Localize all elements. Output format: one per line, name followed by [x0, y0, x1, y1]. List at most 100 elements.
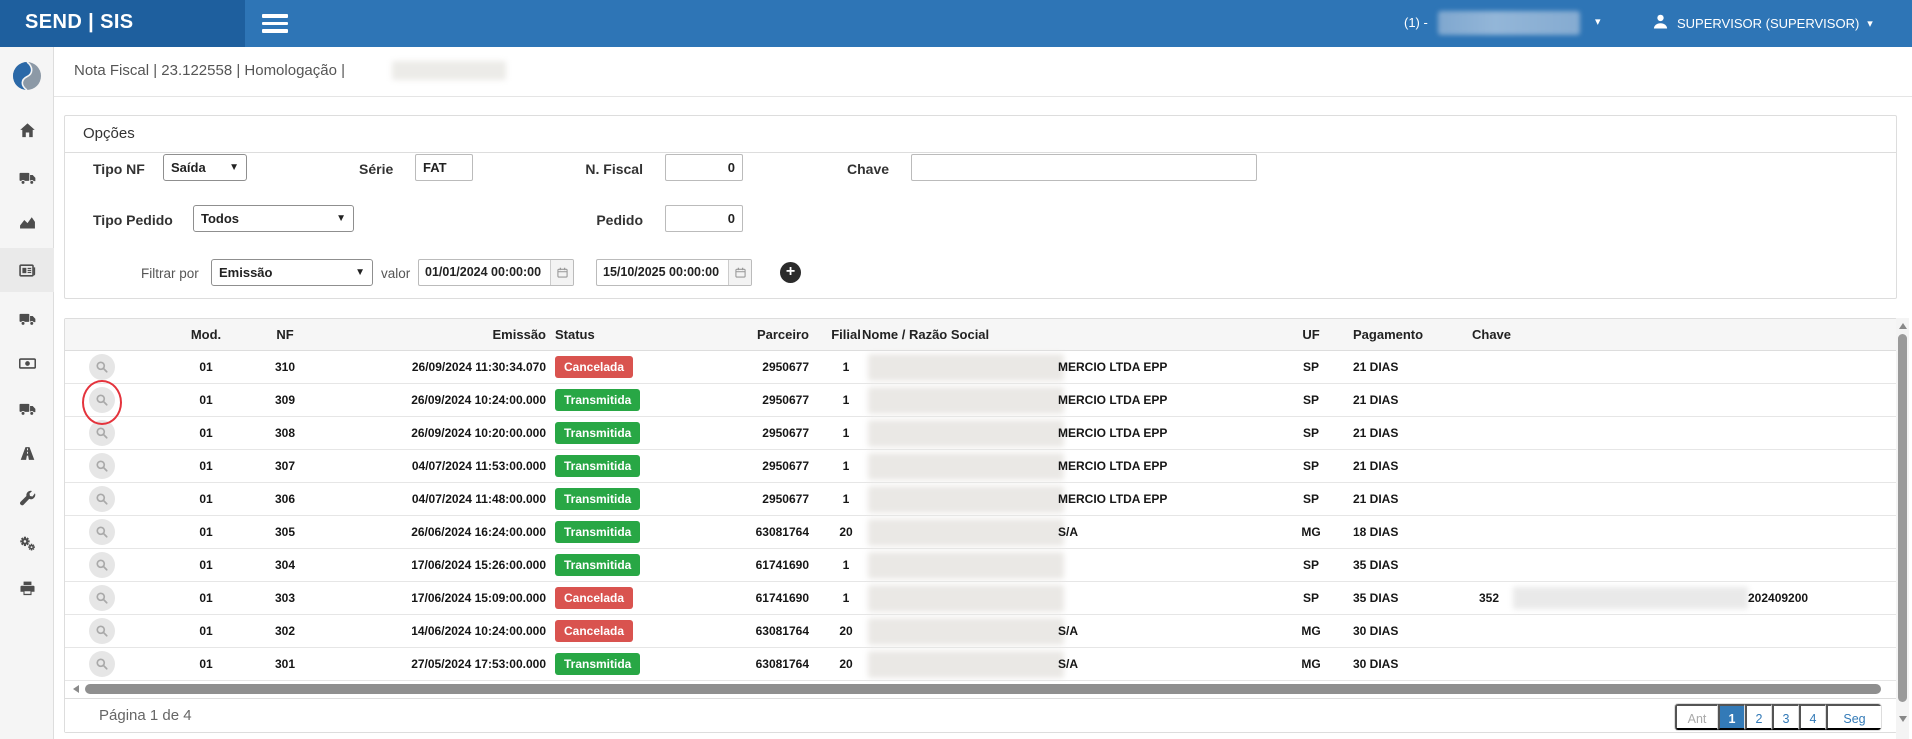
cell-pagamento: 21 DIAS	[1353, 360, 1399, 374]
pedido-input[interactable]	[665, 205, 743, 232]
select-caret-icon: ▼	[355, 267, 365, 278]
redacted-razao-social	[868, 519, 1064, 546]
cell-nf: 308	[274, 426, 296, 440]
tipo-pedido-select[interactable]: Todos ▼	[193, 205, 354, 232]
truck-out-icon	[19, 172, 35, 185]
sidebar-item-print[interactable]	[0, 566, 54, 610]
cell-nome: MERCIO LTDA EPP	[862, 384, 1302, 417]
cell-mod: 01	[199, 558, 213, 572]
calendar-icon[interactable]	[728, 260, 751, 285]
view-record-button[interactable]	[89, 387, 115, 413]
date-to-input[interactable]: 15/10/2025 00:00:00	[596, 259, 752, 286]
sidebar-item-truck-out[interactable]	[0, 155, 54, 199]
user-menu[interactable]: SUPERVISOR (SUPERVISOR) ▾	[1652, 13, 1873, 33]
n-fiscal-input[interactable]	[665, 154, 743, 181]
cell-pagamento: 21 DIAS	[1353, 459, 1399, 473]
add-filter-button[interactable]: +	[780, 262, 801, 283]
cell-chave	[1472, 483, 1892, 516]
breadcrumb: Nota Fiscal | 23.122558 | Homologação |	[74, 62, 346, 79]
page-button-seg[interactable]: Seg	[1826, 704, 1881, 730]
redacted-breadcrumb-text	[392, 61, 506, 80]
cell-emissao: 26/09/2024 10:20:00.000	[411, 426, 546, 440]
chave-suffix-text: 202409200	[1748, 591, 1809, 605]
cell-parceiro: 2950677	[762, 360, 809, 374]
view-record-button[interactable]	[89, 354, 115, 380]
vertical-scrollbar[interactable]	[1896, 318, 1909, 739]
date-from-input[interactable]: 01/01/2024 00:00:00	[418, 259, 574, 286]
sidebar-item-home[interactable]	[0, 108, 54, 152]
vertical-scroll-thumb[interactable]	[1898, 334, 1907, 702]
status-badge: Transmitida	[555, 521, 641, 543]
razao-social-text: S/A	[1058, 525, 1079, 539]
select-caret-icon: ▼	[229, 162, 239, 173]
redacted-company-select[interactable]	[1438, 11, 1580, 35]
scroll-up-icon[interactable]	[1899, 323, 1907, 329]
cell-pagamento: 35 DIAS	[1353, 591, 1399, 605]
cell-parceiro: 2950677	[762, 393, 809, 407]
view-record-button[interactable]	[89, 651, 115, 677]
cell-uf: SP	[1302, 426, 1319, 440]
cell-nf: 301	[274, 657, 296, 671]
view-record-button[interactable]	[89, 420, 115, 446]
page-button-2[interactable]: 2	[1745, 704, 1772, 730]
sidebar-item-truck-delivery[interactable]	[0, 296, 54, 340]
cell-chave	[1472, 417, 1892, 450]
table-footer: Página 1 de 4 Ant 1 2 3 4 Seg	[65, 698, 1896, 732]
status-badge: Transmitida	[555, 653, 641, 675]
calendar-icon[interactable]	[550, 260, 573, 285]
filtrar-por-select[interactable]: Emissão ▼	[211, 259, 373, 286]
chave-input[interactable]	[911, 154, 1257, 181]
cell-nf: 302	[274, 624, 296, 638]
razao-social-text: MERCIO LTDA EPP	[1058, 459, 1168, 473]
sidebar-item-chart-area[interactable]	[0, 200, 54, 244]
view-record-button[interactable]	[89, 486, 115, 512]
sidebar-item-cogs[interactable]	[0, 521, 54, 565]
chave-prefix-text: 352	[1479, 591, 1500, 605]
view-record-button[interactable]	[89, 453, 115, 479]
cell-nome	[862, 582, 1302, 615]
tipo-nf-select[interactable]: Saída ▼	[163, 154, 247, 181]
page-button-4[interactable]: 4	[1799, 704, 1826, 730]
app-logo[interactable]	[11, 60, 43, 92]
cell-nome: MERCIO LTDA EPP	[862, 351, 1302, 384]
print-icon	[19, 581, 35, 595]
view-record-button[interactable]	[89, 585, 115, 611]
serie-label: Série	[359, 161, 394, 177]
sidebar-item-truck-fleet[interactable]	[0, 386, 54, 430]
cell-pagamento: 35 DIAS	[1353, 558, 1399, 572]
view-record-button[interactable]	[89, 519, 115, 545]
page-button-ant[interactable]: Ant	[1675, 704, 1718, 730]
filtrar-por-label: Filtrar por	[141, 266, 199, 281]
nota-fiscal-table-panel: Mod. NF Emissão Status Parceiro Filial N…	[64, 318, 1897, 733]
menu-toggle-icon[interactable]	[262, 14, 288, 34]
horizontal-scrollbar[interactable]	[65, 682, 1896, 697]
col-nf: NF	[276, 327, 294, 342]
pagination: Ant 1 2 3 4 Seg	[1674, 703, 1882, 731]
horizontal-scroll-thumb[interactable]	[85, 684, 1881, 694]
scroll-left-icon[interactable]	[73, 685, 79, 693]
nota-fiscal-icon	[18, 263, 35, 277]
cell-nf: 306	[274, 492, 296, 506]
sidebar-item-nota-fiscal[interactable]	[0, 248, 54, 292]
serie-input[interactable]	[415, 154, 473, 181]
page-button-1[interactable]: 1	[1718, 704, 1745, 730]
sidebar-item-road[interactable]	[0, 431, 54, 475]
table-row: 01 303 17/06/2024 15:09:00.000 Cancelada…	[65, 582, 1896, 615]
cell-chave	[1472, 615, 1892, 648]
cell-chave: 352 202409200	[1472, 582, 1892, 615]
scroll-down-icon[interactable]	[1899, 716, 1907, 722]
view-record-button[interactable]	[89, 618, 115, 644]
cell-emissao: 26/09/2024 11:30:34.070	[411, 360, 546, 374]
col-chave: Chave	[1472, 327, 1512, 342]
cell-mod: 01	[199, 360, 213, 374]
company-caret-icon[interactable]: ▾	[1595, 16, 1601, 28]
sidebar-item-wrench[interactable]	[0, 476, 54, 520]
cell-filial: 1	[842, 393, 850, 407]
cell-emissao: 04/07/2024 11:48:00.000	[411, 492, 546, 506]
redacted-razao-social	[868, 552, 1064, 579]
page-button-3[interactable]: 3	[1772, 704, 1799, 730]
home-icon	[19, 122, 35, 137]
razao-social-text: S/A	[1058, 624, 1079, 638]
sidebar-item-money[interactable]	[0, 341, 54, 385]
view-record-button[interactable]	[89, 552, 115, 578]
